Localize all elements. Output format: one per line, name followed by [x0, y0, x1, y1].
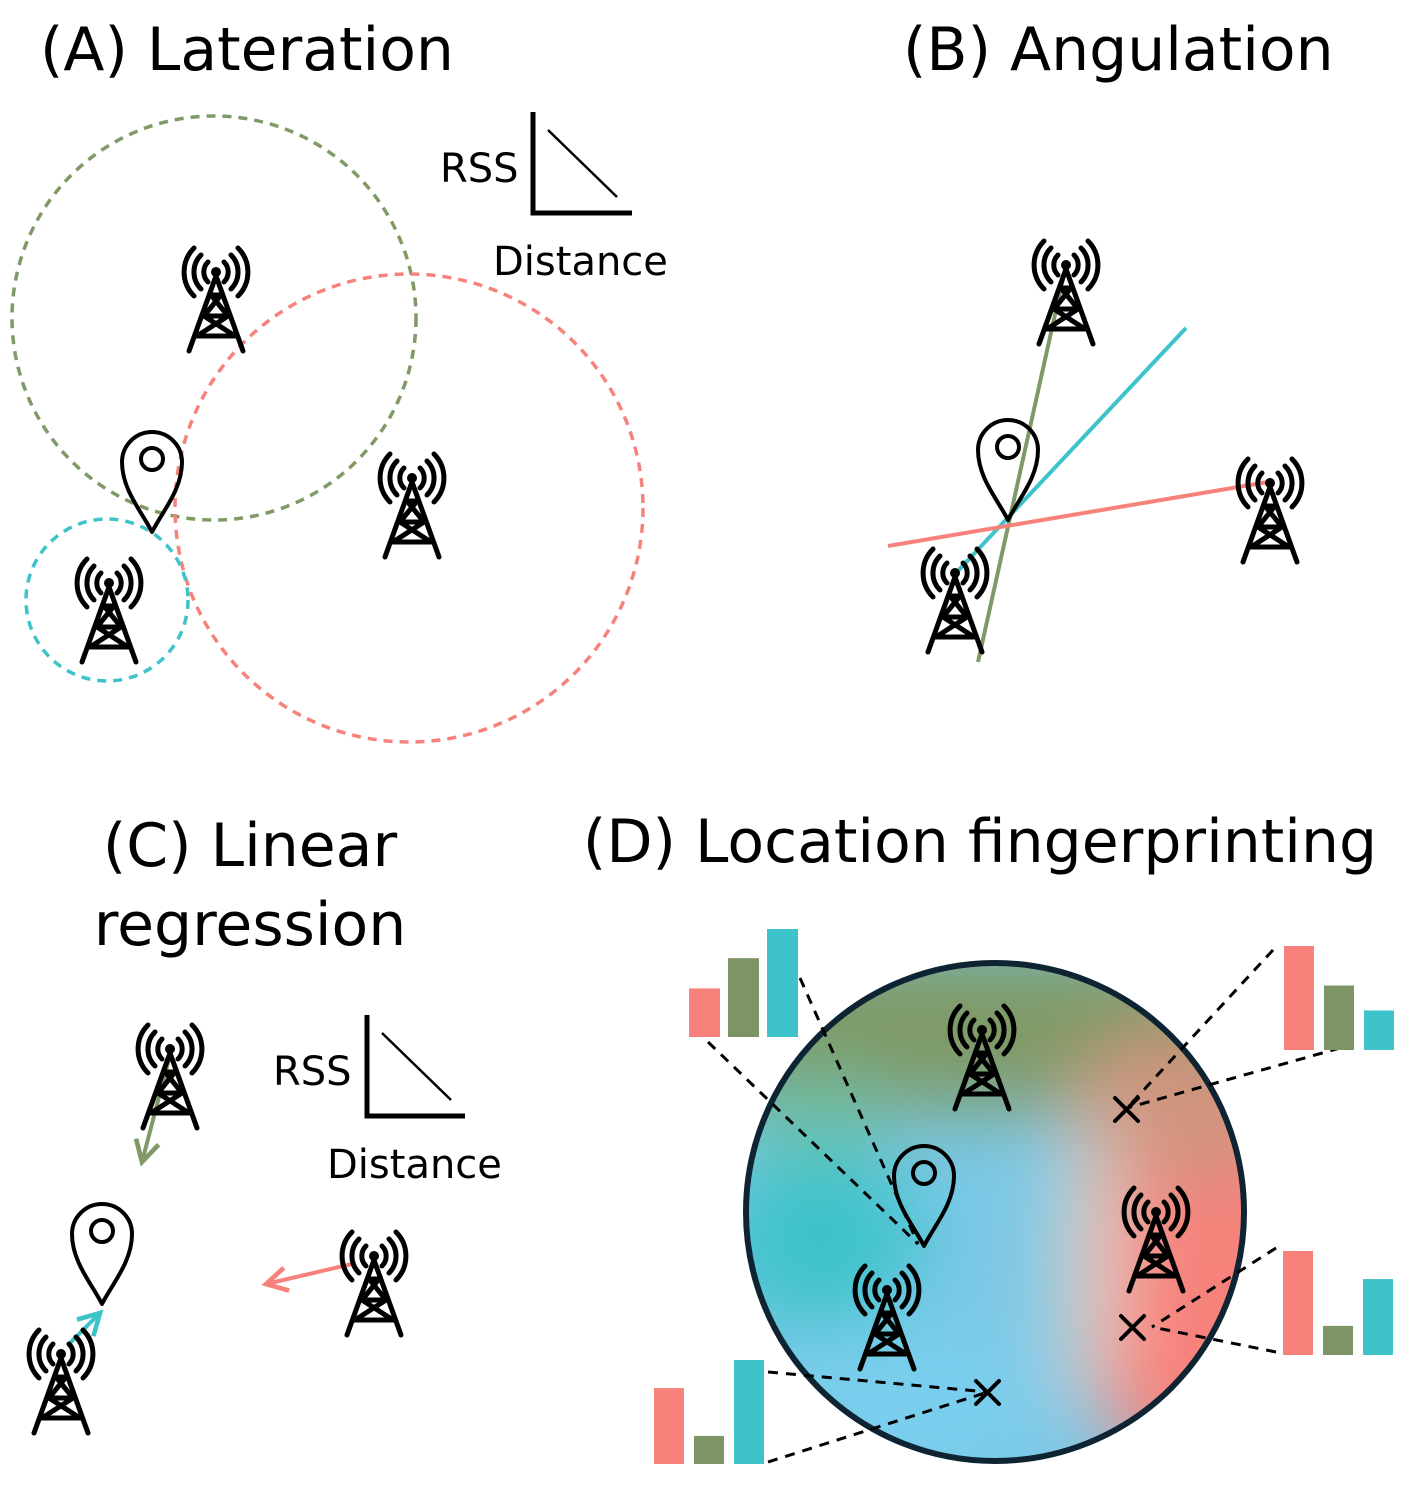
- rss-distance-plot-c: RSS Distance: [273, 1015, 502, 1188]
- fingerprint-bar-cyan: [1364, 1010, 1394, 1050]
- fingerprint-bar-red: [654, 1388, 684, 1464]
- cell-tower-icon: [184, 248, 248, 351]
- fingerprint-bar-cyan: [734, 1360, 764, 1464]
- rss-distance-plot-a: RSS Distance: [440, 112, 668, 285]
- fingerprint-bar-group: [654, 1360, 764, 1464]
- fingerprint-bar-groups: [654, 929, 1394, 1464]
- fingerprint-bar-red: [1283, 1251, 1313, 1355]
- fingerprint-bar-red: [689, 988, 720, 1037]
- fingerprint-bar-red: [1284, 946, 1314, 1050]
- fingerprint-bar-green: [1324, 985, 1354, 1050]
- regression-arrow-red: [266, 1262, 353, 1284]
- fingerprint-bar-group: [1284, 946, 1394, 1050]
- range-circle-red: [173, 272, 645, 744]
- fingerprint-bar-cyan: [1363, 1279, 1393, 1355]
- cross-marker-icon: [1119, 1314, 1146, 1341]
- fingerprint-leader-lines: [706, 948, 1341, 1464]
- cell-tower-icon: [1238, 459, 1302, 562]
- bearing-line-cyan: [953, 326, 1188, 576]
- rss-axis-label: RSS: [440, 146, 519, 192]
- cell-tower-icon: [342, 1232, 406, 1335]
- cell-tower-icon: [29, 1330, 93, 1433]
- panel-lateration: (A) Lateration RSS Distance: [10, 15, 668, 744]
- fingerprint-bar-green: [728, 958, 759, 1037]
- bearing-line-red: [887, 480, 1269, 548]
- fingerprint-bar-green: [1323, 1325, 1353, 1355]
- panel-angulation: (B) Angulation: [887, 15, 1334, 663]
- panel-linear-regression: (C) Linear regression RSS Distance: [29, 811, 502, 1433]
- distance-axis-label: Distance: [493, 239, 668, 285]
- cell-tower-icon: [380, 454, 444, 557]
- fingerprint-bar-cyan: [767, 929, 798, 1037]
- cell-tower-icon: [1034, 241, 1098, 344]
- rss-axis-label: RSS: [273, 1049, 352, 1095]
- range-circle-green: [10, 114, 418, 522]
- cell-tower-icon: [77, 559, 141, 662]
- panel-location-fingerprinting: (D) Location fingerprinting: [583, 807, 1394, 1464]
- fingerprint-bar-group: [1283, 1251, 1393, 1355]
- panel-a-title: (A) Lateration: [40, 15, 454, 85]
- range-circle-cyan: [24, 517, 190, 683]
- cell-tower-icon: [138, 1025, 202, 1128]
- fingerprint-bar-group: [689, 929, 798, 1037]
- cell-tower-icon: [923, 549, 987, 652]
- panel-b-title: (B) Angulation: [903, 15, 1334, 85]
- panel-c-title-line1: (C) Linear: [103, 811, 398, 881]
- fingerprint-bar-green: [694, 1435, 724, 1464]
- panel-d-title: (D) Location fingerprinting: [583, 807, 1377, 877]
- panel-c-title-line2: regression: [94, 890, 407, 960]
- location-pin-icon: [70, 1202, 134, 1306]
- distance-axis-label: Distance: [327, 1142, 502, 1188]
